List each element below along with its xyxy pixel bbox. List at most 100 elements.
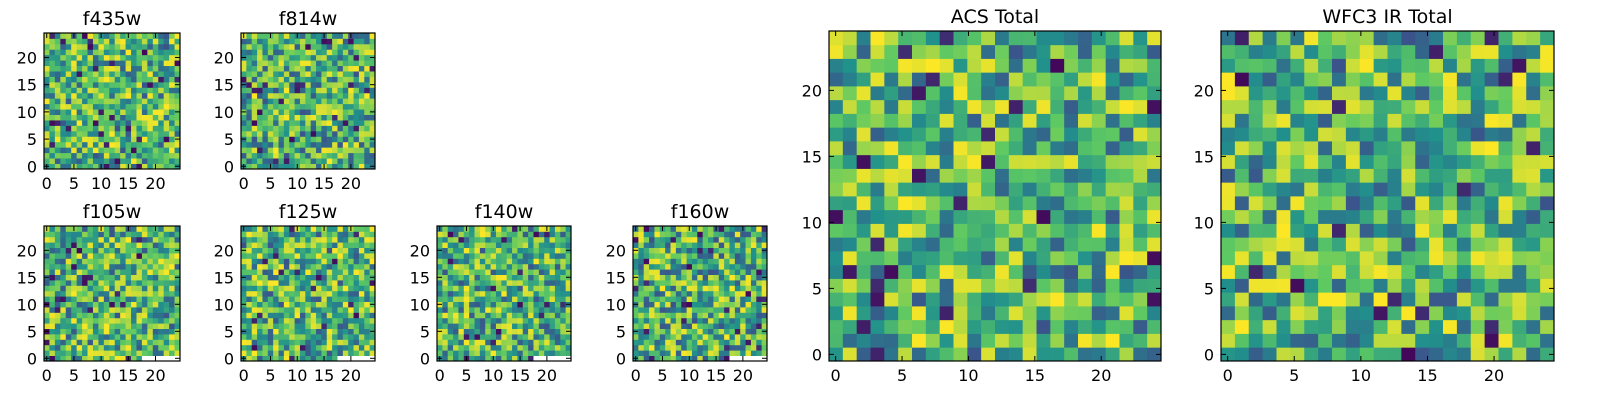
heatmap-cell	[353, 334, 360, 340]
heatmap-cell	[163, 226, 170, 232]
heatmap-cell	[724, 242, 730, 248]
heatmap-cell	[659, 296, 666, 302]
heatmap-cell	[44, 242, 50, 248]
heatmap-cell	[246, 247, 253, 254]
heatmap-cell	[538, 290, 545, 297]
heatmap-cell	[326, 344, 333, 351]
heatmap-cell	[495, 301, 502, 308]
heatmap-cell	[659, 247, 666, 254]
heatmap-cell	[649, 317, 655, 324]
heatmap-cell	[87, 317, 94, 324]
heatmap-cell	[533, 280, 540, 286]
heatmap-cell	[98, 71, 105, 77]
heatmap-cell	[528, 285, 534, 292]
heatmap-cell	[310, 323, 317, 329]
heatmap-cell	[310, 355, 317, 362]
heatmap-cell	[364, 355, 371, 362]
heatmap-cell	[1332, 223, 1347, 238]
heatmap-cell	[364, 253, 371, 259]
heatmap-cell	[49, 317, 56, 324]
heatmap-cell	[1512, 154, 1527, 169]
heatmap-cell	[870, 99, 885, 114]
heatmap-cell	[1415, 141, 1430, 156]
heatmap-cell	[71, 81, 78, 88]
heatmap-cell	[718, 290, 725, 297]
heatmap-cell	[358, 301, 365, 308]
heatmap-cell	[71, 339, 78, 346]
heatmap-cell	[829, 319, 844, 334]
heatmap-cell	[71, 125, 78, 132]
heatmap-cell	[1456, 251, 1472, 266]
heatmap-cell	[141, 307, 148, 313]
heatmap-cell	[702, 296, 709, 302]
heatmap-cell	[740, 312, 746, 319]
heatmap-cell	[267, 312, 274, 319]
heatmap-cell	[310, 65, 317, 72]
heatmap-cell	[267, 141, 274, 148]
heatmap-cell	[953, 278, 968, 293]
x-tick-label: 20	[145, 366, 165, 385]
heatmap-cell	[114, 54, 121, 61]
heatmap-cell	[675, 355, 682, 362]
heatmap-cell	[1262, 99, 1277, 114]
heatmap-cell	[114, 258, 121, 265]
heatmap-cell	[724, 339, 730, 346]
heatmap-cell	[670, 274, 677, 281]
heatmap-cell	[1332, 99, 1347, 114]
heatmap-cell	[1133, 319, 1148, 334]
heatmap-cell	[691, 296, 698, 302]
heatmap-cell	[649, 344, 655, 351]
heatmap-cell	[278, 269, 285, 275]
heatmap-cell	[681, 269, 687, 275]
heatmap-cell	[713, 296, 720, 302]
heatmap-cell	[109, 344, 116, 351]
heatmap-cell	[49, 236, 56, 243]
heatmap-cell	[665, 290, 671, 297]
heatmap-cell	[517, 328, 524, 335]
heatmap-cell	[501, 253, 508, 259]
heatmap-cell	[283, 152, 290, 159]
heatmap-cell	[251, 109, 258, 115]
heatmap-cell	[60, 334, 67, 340]
heatmap-cell	[92, 141, 99, 148]
heatmap-cell	[829, 223, 844, 238]
heatmap-cell	[246, 334, 253, 340]
heatmap-cell	[246, 136, 253, 143]
heatmap-cell	[884, 319, 899, 334]
heatmap-cell	[713, 350, 720, 356]
heatmap-cell	[1304, 264, 1319, 279]
heatmap-cell	[44, 280, 50, 286]
heatmap-cell	[321, 136, 328, 143]
heatmap-cell	[257, 147, 263, 154]
heatmap-cell	[745, 231, 752, 238]
heatmap-cell	[65, 242, 72, 248]
heatmap-cell	[246, 269, 253, 275]
heatmap-cell	[103, 65, 110, 72]
heatmap-cell	[1091, 223, 1107, 238]
heatmap-cell	[565, 350, 572, 356]
heatmap-cell	[995, 141, 1010, 156]
heatmap-cell	[278, 334, 285, 340]
heatmap-cell	[437, 242, 443, 248]
heatmap-cell	[257, 163, 263, 170]
heatmap-cell	[120, 98, 126, 105]
heatmap-cell	[141, 301, 148, 308]
heatmap-cell	[49, 71, 56, 77]
heatmap-cell	[528, 226, 534, 232]
heatmap-cell	[364, 98, 371, 105]
heatmap-cell	[659, 263, 666, 270]
heatmap-cell	[342, 258, 349, 265]
heatmap-cell	[501, 323, 508, 329]
heatmap-cell	[560, 296, 567, 302]
heatmap-cell	[92, 274, 99, 281]
heatmap-cell	[82, 109, 88, 115]
heatmap-cell	[289, 242, 295, 248]
heatmap-cell	[1133, 154, 1148, 169]
heatmap-cell	[369, 269, 376, 275]
heatmap-cell	[92, 136, 99, 143]
heatmap-cell	[152, 328, 159, 335]
heatmap-cell	[1345, 251, 1361, 266]
heatmap-cell	[565, 258, 572, 265]
heatmap-cell	[437, 269, 443, 275]
heatmap-cell	[152, 274, 159, 281]
